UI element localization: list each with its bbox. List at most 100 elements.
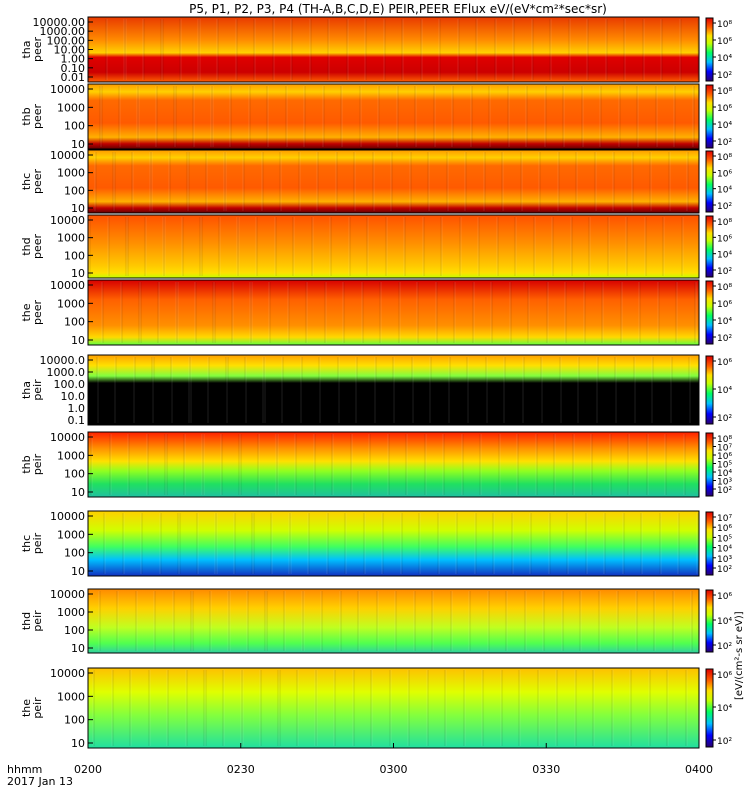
spectrogram-streak — [504, 357, 506, 423]
spectrogram-streak — [649, 152, 651, 211]
spectrogram-streak — [114, 357, 116, 423]
spectrogram-streak — [680, 19, 682, 80]
spectrogram-streak — [187, 152, 189, 211]
spectrogram-streak — [259, 670, 261, 746]
spectrogram-streak — [569, 19, 571, 80]
spectrogram-streak — [612, 152, 614, 211]
spectrogram-streak — [235, 19, 237, 80]
spectrogram-streak — [370, 670, 372, 746]
spectrogram-streak — [666, 670, 668, 746]
x-axis: hhmm 2017 Jan 13 0200 0230 0300 0330 0400 — [7, 743, 713, 788]
spectrogram-streak — [377, 591, 379, 651]
spectrogram-streak — [629, 670, 631, 746]
spectrogram-streak — [160, 513, 162, 574]
spectrogram-streak — [238, 217, 240, 276]
spectrogram-streak — [108, 217, 110, 276]
spectrogram-streak — [594, 152, 596, 211]
spectrogram-streak — [395, 591, 397, 651]
spectrogram-streak — [609, 434, 611, 495]
y-tick-label: 100 — [64, 547, 85, 560]
colorbar-tick-label: 10⁴ — [717, 54, 732, 64]
spectrogram-streak — [141, 513, 143, 574]
spectrogram-streak — [321, 591, 323, 651]
spectrogram-streak — [341, 86, 343, 147]
y-tick-label: 100 — [64, 316, 85, 329]
spectrogram-streak — [501, 152, 503, 211]
spectrogram-streak — [682, 217, 684, 276]
spectrogram-streak — [324, 282, 326, 343]
spectrogram-streak — [260, 670, 262, 746]
colorbar-tick-label: 10⁶ — [717, 37, 732, 47]
spectrogram-streak — [265, 591, 267, 651]
spectrogram-streak — [96, 357, 98, 423]
spectrogram-streak — [486, 357, 488, 423]
spectrogram-streak — [478, 217, 480, 276]
spectrogram-streak — [239, 434, 241, 495]
spectrogram-streak — [204, 670, 206, 746]
spectrogram-streak — [360, 86, 362, 147]
spectrogram-streak — [185, 670, 187, 746]
spectrogram-streak — [613, 152, 615, 211]
spectrogram-streak — [386, 217, 388, 276]
spectrogram-streak — [626, 217, 628, 276]
spectrogram-streak — [285, 86, 287, 147]
spectrogram-streak — [358, 591, 360, 651]
spectrogram-streak — [243, 152, 245, 211]
colorbar-thc-peer — [705, 150, 714, 213]
colorbar-tick-label: 10² — [717, 138, 732, 148]
spectrogram-streak — [99, 86, 101, 147]
spectrogram-streak — [138, 86, 140, 147]
spectrogram-streak — [164, 217, 166, 276]
spectrogram-streak — [188, 357, 190, 423]
colorbar-tick-label: 10⁴ — [717, 317, 732, 327]
spectrogram-streak — [497, 217, 499, 276]
spectrogram-streak — [420, 19, 422, 80]
spectrogram-streak — [152, 357, 154, 423]
spectrogram-streak — [551, 217, 553, 276]
spectrogram-streak — [275, 217, 277, 276]
spectrogram-streak — [362, 282, 364, 343]
spectrogram-streak — [463, 670, 465, 746]
spectrogram-streak — [156, 86, 158, 147]
panel-species-label: peer — [31, 234, 44, 260]
spectrogram-streak — [365, 19, 367, 80]
spectrogram-streak — [558, 152, 560, 211]
spectrogram-streak — [195, 282, 197, 343]
spectrogram-streak — [146, 434, 148, 495]
spectrogram-streak — [544, 86, 546, 147]
spectrogram-streak — [163, 217, 165, 276]
spectrogram-streak — [632, 152, 634, 211]
spectrogram-streak — [534, 217, 536, 276]
spectrogram-streak — [359, 86, 361, 147]
spectrogram-streak — [519, 670, 521, 746]
spectrogram-streak — [214, 282, 216, 343]
spectrogram-streak — [253, 513, 255, 574]
spectrogram-streak — [178, 513, 180, 574]
spectrogram-streak — [124, 19, 126, 80]
spectrogram-streak — [252, 513, 254, 574]
colorbar-tick-label: 10⁵ — [717, 534, 732, 544]
spectrogram-streak — [136, 86, 138, 147]
spectrogram-streak — [651, 357, 653, 423]
spectrogram-thb-peir — [88, 432, 699, 497]
spectrogram-streak — [681, 217, 683, 276]
colorbar-tick-label: 10⁴ — [717, 469, 732, 479]
spectrogram-streak — [611, 670, 613, 746]
spectrogram-streak — [309, 19, 311, 80]
spectrogram-streak — [523, 357, 525, 423]
spectrogram-streak — [448, 357, 450, 423]
spectrogram-streak — [280, 152, 282, 211]
spectrogram-streak — [129, 670, 131, 746]
spectrogram-streak — [176, 282, 178, 343]
spectrogram-streak — [149, 152, 151, 211]
spectrogram-streak — [668, 152, 670, 211]
spectrogram-streak — [110, 434, 112, 495]
spectrogram-streak — [685, 670, 687, 746]
spectrogram-streak — [316, 670, 318, 746]
spectrogram-streak — [292, 217, 294, 276]
spectrogram-streak — [299, 152, 301, 211]
spectrogram-streak — [409, 152, 411, 211]
spectrogram-streak — [443, 434, 445, 495]
